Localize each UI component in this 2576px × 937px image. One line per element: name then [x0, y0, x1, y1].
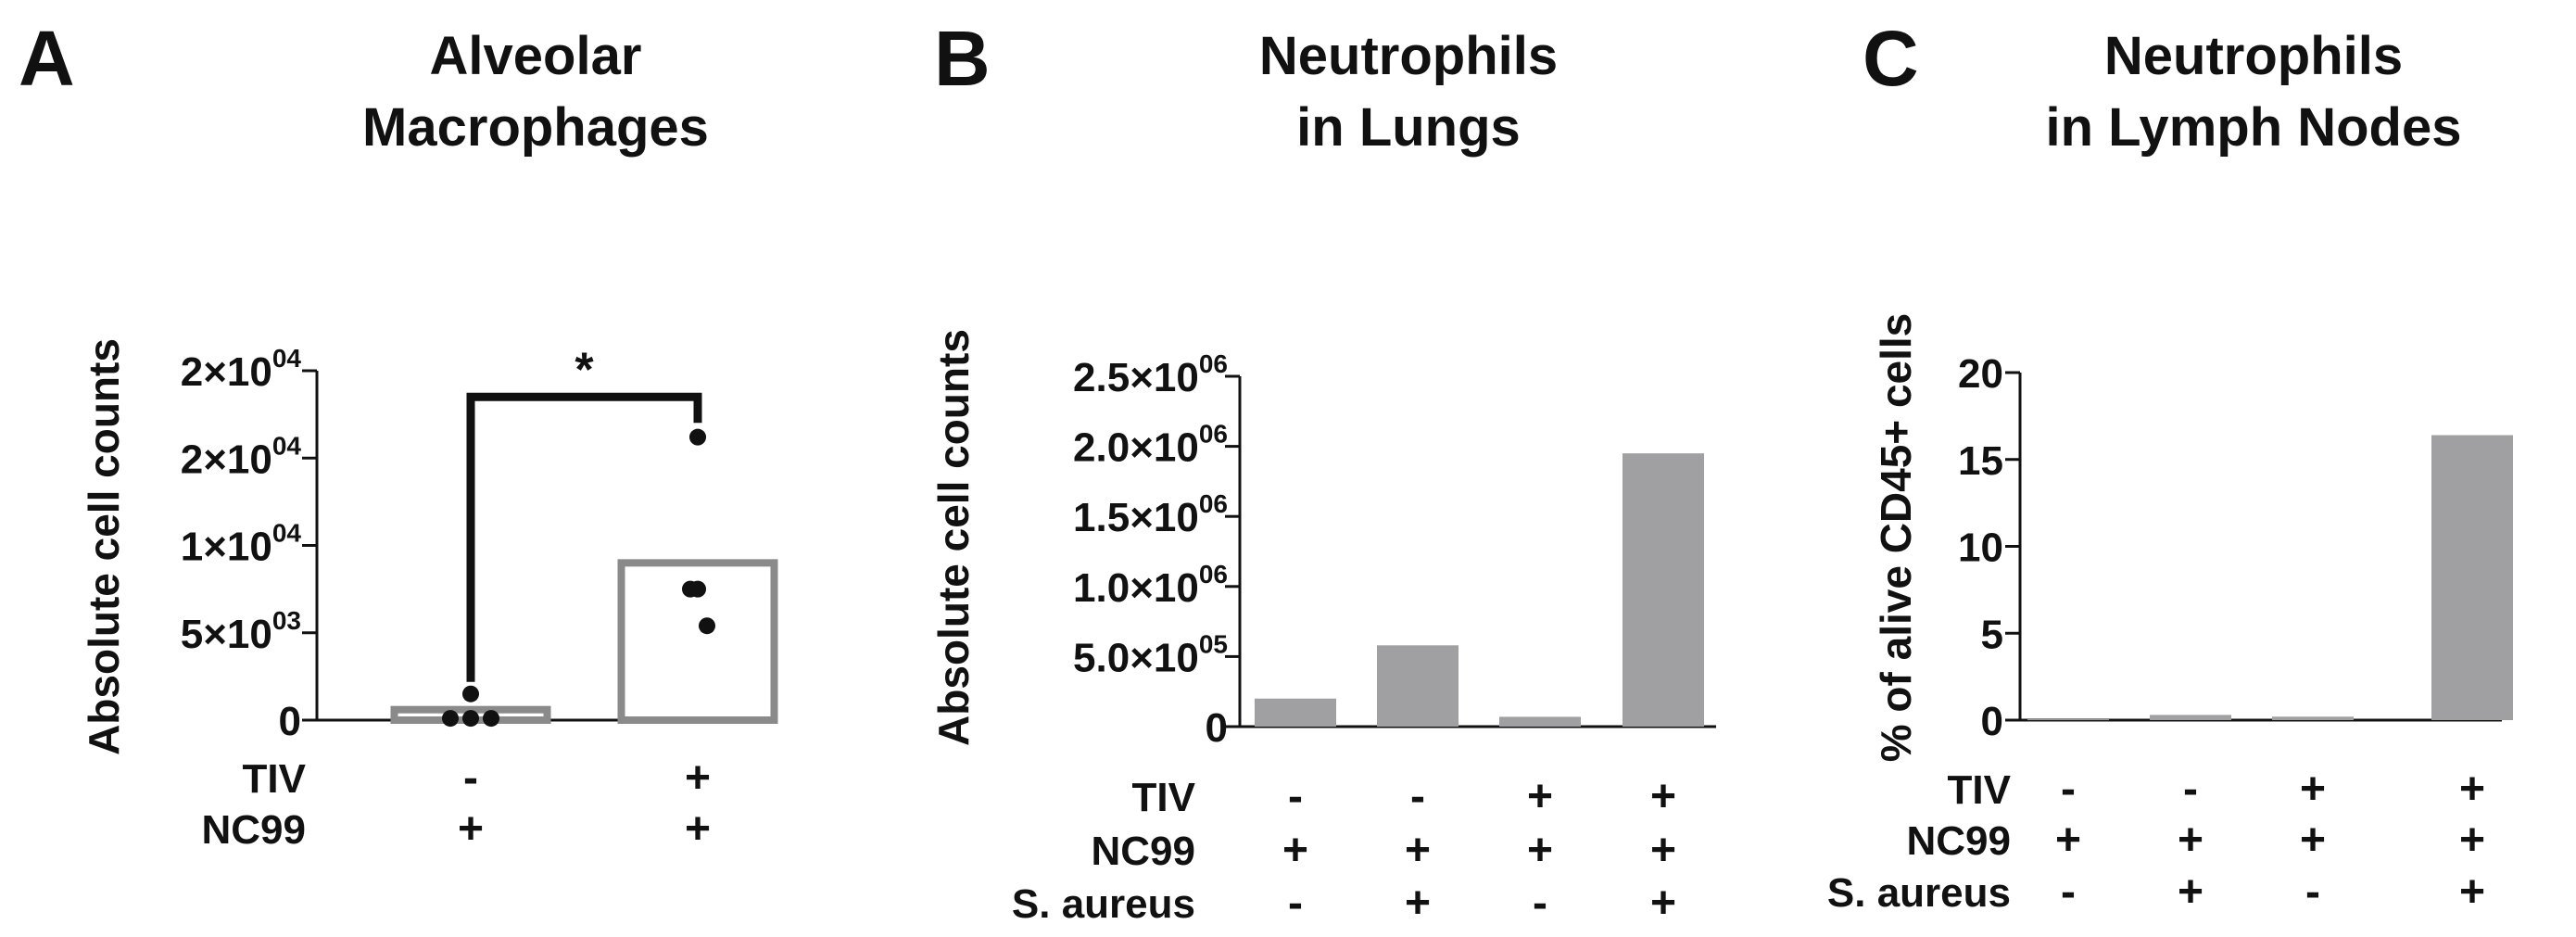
y-tick-label: 1×1004	[181, 519, 302, 570]
data-point	[682, 580, 699, 598]
y-tick-label: 0	[279, 699, 301, 744]
condition-sign: +	[2459, 816, 2485, 865]
bar	[2027, 719, 2109, 721]
y-tick-label: 0	[1206, 705, 1228, 751]
condition-sign: -	[2183, 765, 2198, 814]
bar	[1623, 453, 1704, 727]
y-tick-label: 1.0×1006	[1073, 560, 1228, 611]
condition-sign: -	[1410, 772, 1425, 821]
condition-sign: +	[1527, 772, 1553, 821]
condition-sign: +	[1650, 826, 1676, 875]
panel-letter: C	[1863, 15, 1919, 102]
condition-sign: +	[1405, 879, 1431, 928]
condition-sign: +	[685, 804, 711, 854]
condition-sign: +	[2178, 816, 2203, 865]
condition-sign: +	[2055, 816, 2081, 865]
panel-b: B Neutrophils in Lungs Absolute cell counts…	[929, 15, 1716, 928]
condition-sign: +	[1650, 879, 1676, 928]
condition-sign: +	[2178, 867, 2203, 917]
y-tick-label: 2.0×1006	[1073, 420, 1228, 471]
panel-title-line: in Lymph Nodes	[2046, 97, 2462, 158]
y-tick-label: 1.5×1006	[1073, 489, 1228, 540]
panel-letter: B	[934, 15, 991, 102]
condition-sign: +	[685, 753, 711, 803]
y-tick-label: 2.5×1006	[1073, 349, 1228, 400]
condition-label: S. aureus	[1012, 881, 1195, 927]
condition-label: NC99	[202, 807, 307, 853]
significance-star: *	[575, 343, 594, 397]
panel-c: C Neutrophils in Lymph Nodes % of alive CD4…	[1827, 15, 2513, 917]
condition-sign: +	[2300, 816, 2326, 865]
data-point	[462, 685, 479, 703]
y-tick-label: 10	[1958, 525, 2003, 571]
condition-sign: +	[2300, 765, 2326, 814]
bar	[2431, 435, 2513, 720]
bar	[1255, 698, 1336, 727]
bar	[2272, 716, 2354, 720]
y-tick-label: 5	[1981, 612, 2003, 657]
y-axis-label: Absolute cell counts	[929, 329, 978, 746]
panel-title-line: in Lungs	[1296, 97, 1521, 158]
y-tick-label: 5.0×1005	[1073, 629, 1228, 680]
condition-sign: +	[1405, 826, 1431, 875]
y-tick-label: 2×1004	[181, 344, 302, 395]
data-point	[699, 617, 715, 635]
condition-label: TIV	[1948, 767, 2012, 813]
significance-bracket	[466, 392, 702, 682]
y-tick-label: 0	[1981, 699, 2003, 744]
bar	[2150, 715, 2231, 720]
condition-sign: +	[2459, 765, 2485, 814]
data-point	[689, 428, 706, 446]
y-axis-label: % of alive CD45+ cells	[1872, 313, 1920, 763]
condition-label: TIV	[1132, 775, 1196, 820]
panel-title-line: Neutrophils	[2104, 26, 2403, 86]
condition-sign: -	[1288, 879, 1303, 928]
condition-sign: -	[2305, 867, 2320, 917]
condition-sign: -	[2061, 867, 2076, 917]
condition-sign: -	[2061, 765, 2076, 814]
data-point	[462, 710, 479, 728]
panel-title-line: Macrophages	[362, 97, 709, 158]
y-tick-label: 20	[1958, 351, 2003, 397]
condition-label: TIV	[243, 756, 307, 802]
condition-sign: -	[463, 753, 478, 803]
y-tick-label: 15	[1958, 438, 2003, 484]
condition-sign: +	[1527, 826, 1553, 875]
condition-label: NC99	[1092, 829, 1196, 874]
y-axis-label: Absolute cell counts	[80, 338, 128, 755]
condition-sign: -	[1533, 879, 1547, 928]
data-point	[442, 710, 459, 728]
condition-sign: +	[1650, 772, 1676, 821]
condition-sign: +	[458, 804, 484, 854]
condition-sign: -	[1288, 772, 1303, 821]
panel-title-line: Neutrophils	[1259, 26, 1558, 86]
panel-letter: A	[19, 15, 75, 102]
bar	[1377, 645, 1458, 727]
bar	[617, 559, 778, 724]
condition-sign: +	[1282, 826, 1308, 875]
condition-label: S. aureus	[1827, 870, 2011, 916]
panel-title-line: Alveolar	[430, 26, 642, 86]
y-tick-label: 2×1004	[181, 431, 302, 482]
condition-label: NC99	[1907, 818, 2012, 864]
bar	[1499, 716, 1581, 727]
data-point	[483, 710, 499, 728]
panel-a: A Alveolar Macrophages Absolute cell counts…	[19, 15, 778, 854]
condition-sign: +	[2459, 867, 2485, 917]
y-tick-label: 5×1003	[181, 606, 301, 657]
